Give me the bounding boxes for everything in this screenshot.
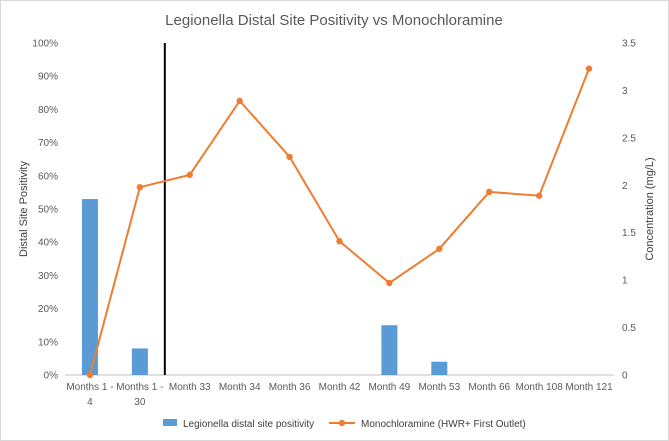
line-point <box>136 183 144 191</box>
y-left-tick-label: 80% <box>38 105 58 116</box>
y-left-tick-label: 60% <box>38 171 58 182</box>
bar <box>81 199 98 375</box>
legend-line-marker <box>338 419 346 427</box>
line-point <box>386 279 393 287</box>
y-left-tick-label: 30% <box>38 271 58 282</box>
x-tick-label-line: Month 66 <box>468 382 510 393</box>
y-right-tick-label: 0 <box>622 371 628 382</box>
x-tick-label-line: Month 53 <box>418 382 460 393</box>
x-tick-label: Month 108 <box>516 382 564 393</box>
y-left-tick-label: 10% <box>38 337 58 348</box>
y-left-tick-label: 100% <box>32 39 58 50</box>
bar <box>381 325 398 375</box>
x-tick-label: Month 49 <box>369 382 411 393</box>
x-tick-label: Month 66 <box>468 382 510 393</box>
bar <box>431 361 448 375</box>
x-tick-label: Month 53 <box>418 382 460 393</box>
y-right-tick-label: 2.5 <box>622 133 636 144</box>
y-left-tick-label: 50% <box>38 205 58 216</box>
y-axis-right-label: Concentration (mg/L) <box>644 157 656 260</box>
line-point <box>486 188 493 196</box>
x-tick-label-line: 30 <box>134 397 146 408</box>
x-tick-label: Month 33 <box>169 382 211 393</box>
y-right-tick-label: 1 <box>622 276 628 287</box>
x-tick-label-line: Month 33 <box>169 382 211 393</box>
x-tick-label-line: Months 1 - <box>116 382 163 393</box>
y-right-tick-label: 2 <box>622 181 628 192</box>
x-tick-label-line: Month 34 <box>219 382 261 393</box>
line-point <box>436 245 443 253</box>
x-tick-label-line: Months 1 - <box>66 382 113 393</box>
chart-title: Legionella Distal Site Positivity vs Mon… <box>165 12 503 29</box>
line-point <box>585 65 593 72</box>
y-left-tick-label: 0% <box>44 371 59 382</box>
x-tick-label: Month 42 <box>319 382 361 393</box>
x-tick-label-line: 4 <box>87 397 93 408</box>
x-tick-label: Month 36 <box>269 382 311 393</box>
x-tick-label-line: Month 36 <box>269 382 311 393</box>
y-left-tick-label: 70% <box>38 138 58 149</box>
x-tick-label: Month 34 <box>219 382 261 393</box>
legend-bar-label: Legionella distal site positivity <box>183 419 314 430</box>
x-tick-label: Month 121 <box>565 382 613 393</box>
x-tick-label: Months 1 - 30 <box>116 382 163 408</box>
legend-line-label: Monochloramine (HWR+ First Outlet) <box>361 419 526 430</box>
y-right-tick-label: 3 <box>622 86 628 97</box>
line-point <box>336 238 343 245</box>
x-tick-label-line: Month 121 <box>565 382 613 393</box>
line-point <box>286 153 293 161</box>
y-right-tick-label: 0.5 <box>622 323 636 334</box>
bar <box>131 348 148 375</box>
y-right-tick-label: 1.5 <box>622 228 636 239</box>
line-point <box>236 97 243 105</box>
line-point <box>186 171 193 179</box>
legend-bar-swatch <box>163 419 177 426</box>
line-point <box>86 371 94 379</box>
y-left-tick-label: 20% <box>38 304 58 315</box>
x-tick-label-line: Month 108 <box>516 382 564 393</box>
x-tick-label-line: Month 49 <box>369 382 411 393</box>
y-left-tick-label: 90% <box>38 72 58 83</box>
line-point <box>535 192 543 199</box>
x-tick-label-line: Month 42 <box>319 382 361 393</box>
y-right-tick-label: 3.5 <box>622 39 636 50</box>
x-tick-label: Months 1 - 4 <box>66 382 113 408</box>
y-left-tick-label: 40% <box>38 238 58 249</box>
y-axis-left-label: Distal Site Positivity <box>18 161 30 257</box>
